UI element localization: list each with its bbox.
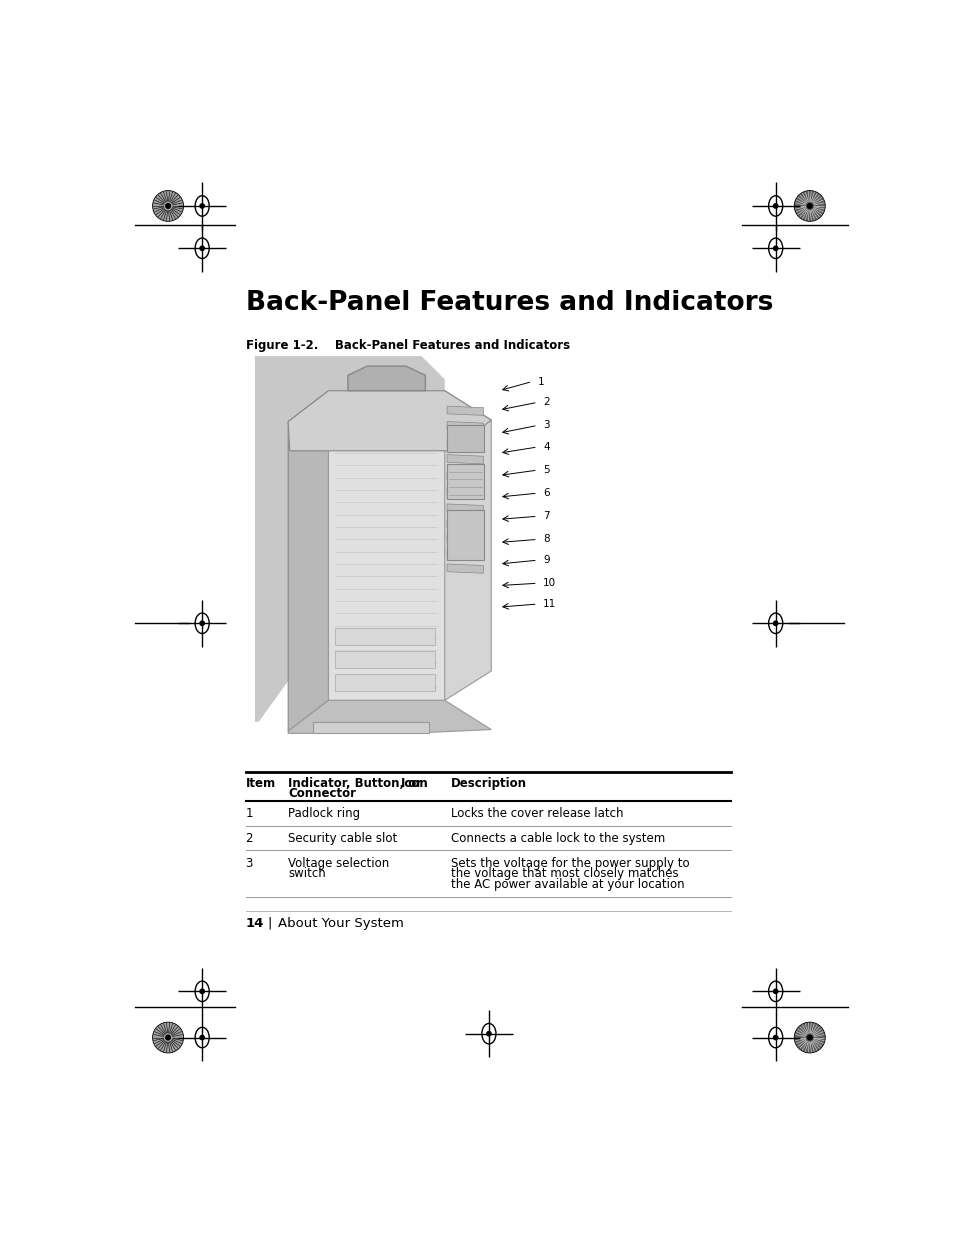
Circle shape (166, 204, 171, 209)
Text: 4: 4 (542, 442, 549, 452)
Circle shape (200, 246, 204, 251)
Circle shape (486, 1031, 491, 1036)
FancyBboxPatch shape (335, 651, 435, 668)
Polygon shape (348, 366, 425, 390)
FancyBboxPatch shape (447, 464, 484, 499)
Text: Sets the voltage for the power supply to: Sets the voltage for the power supply to (451, 857, 689, 869)
Polygon shape (288, 700, 491, 734)
Text: Connects a cable lock to the system: Connects a cable lock to the system (451, 832, 664, 845)
Circle shape (794, 190, 824, 221)
Text: About Your System: About Your System (278, 916, 403, 930)
Polygon shape (447, 440, 483, 448)
Polygon shape (328, 390, 444, 700)
Circle shape (773, 621, 777, 625)
Circle shape (773, 1035, 777, 1040)
Text: 11: 11 (542, 599, 556, 609)
Polygon shape (447, 548, 483, 558)
Circle shape (794, 1023, 824, 1053)
Polygon shape (313, 721, 429, 734)
Circle shape (152, 190, 183, 221)
FancyBboxPatch shape (447, 425, 484, 452)
Text: 1: 1 (245, 808, 253, 820)
Polygon shape (254, 356, 444, 721)
Text: Item: Item (245, 777, 275, 789)
Text: 5: 5 (542, 466, 549, 475)
Circle shape (152, 1023, 183, 1053)
Polygon shape (447, 487, 483, 496)
Polygon shape (447, 472, 483, 480)
Text: Indicator, Button, or: Indicator, Button, or (288, 777, 422, 789)
Text: Icon: Icon (400, 777, 428, 789)
Text: 2: 2 (542, 398, 549, 408)
Text: Voltage selection: Voltage selection (288, 857, 389, 869)
Text: the AC power available at your location: the AC power available at your location (451, 878, 684, 892)
Polygon shape (447, 504, 483, 514)
Text: switch: switch (288, 867, 326, 881)
Text: 7: 7 (542, 511, 549, 521)
Text: |: | (267, 916, 272, 930)
Circle shape (806, 204, 811, 209)
Text: Description: Description (451, 777, 526, 789)
Text: 10: 10 (542, 578, 556, 588)
Polygon shape (447, 535, 483, 543)
Text: Back-Panel Features and Indicators: Back-Panel Features and Indicators (245, 290, 772, 316)
Text: 8: 8 (542, 535, 549, 545)
Polygon shape (288, 390, 328, 731)
Text: Locks the cover release latch: Locks the cover release latch (451, 808, 623, 820)
FancyBboxPatch shape (447, 510, 484, 561)
Circle shape (773, 204, 777, 209)
Text: the voltage that most closely matches: the voltage that most closely matches (451, 867, 678, 881)
Circle shape (773, 989, 777, 993)
Circle shape (200, 204, 204, 209)
Polygon shape (447, 454, 483, 464)
Circle shape (200, 621, 204, 625)
Text: Security cable slot: Security cable slot (288, 832, 397, 845)
Polygon shape (447, 520, 483, 529)
Circle shape (200, 1035, 204, 1040)
Circle shape (200, 989, 204, 993)
Text: 1: 1 (537, 377, 544, 387)
Polygon shape (288, 390, 491, 451)
Text: Connector: Connector (288, 787, 355, 800)
Text: 2: 2 (245, 832, 253, 845)
Circle shape (166, 1035, 171, 1040)
Circle shape (773, 246, 777, 251)
Polygon shape (444, 390, 491, 700)
Polygon shape (447, 406, 483, 415)
Text: 3: 3 (245, 857, 253, 869)
FancyBboxPatch shape (335, 627, 435, 645)
Circle shape (806, 1035, 811, 1040)
Text: Figure 1-2.    Back-Panel Features and Indicators: Figure 1-2. Back-Panel Features and Indi… (245, 340, 569, 352)
Text: 3: 3 (542, 420, 549, 431)
Polygon shape (447, 564, 483, 573)
Text: 14: 14 (245, 916, 264, 930)
Text: 6: 6 (542, 488, 549, 498)
Text: 9: 9 (542, 556, 549, 566)
FancyBboxPatch shape (335, 674, 435, 692)
Polygon shape (447, 421, 483, 431)
Text: Padlock ring: Padlock ring (288, 808, 360, 820)
